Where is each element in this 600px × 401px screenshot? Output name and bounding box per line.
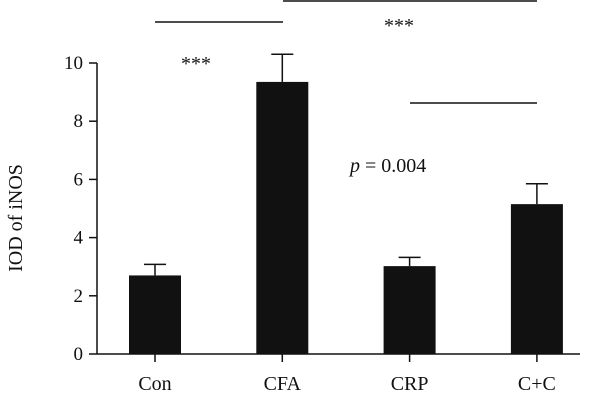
bars [129,53,563,354]
p-value-text: = 0.004 [360,155,426,177]
y-axis-label: IOD of iNOS [5,164,27,272]
bar-c-c [510,204,563,354]
bar-cfa [256,81,309,354]
x-tick-label-crp: CRP [391,373,429,395]
y-tick-label-10: 10 [64,53,83,74]
y-tick-label-0: 0 [74,344,84,365]
y-axis-ticks: 0 2 4 6 8 10 [64,53,97,365]
y-tick-label-2: 2 [74,286,84,307]
p-value-annotation: p = 0.004 [348,155,426,177]
x-tick-label-cfa: CFA [264,373,302,395]
sig-stars-cfa-cc: *** [384,15,414,37]
sig-stars-con-cfa: *** [181,53,211,75]
p-symbol: p [348,155,360,177]
y-tick-label-8: 8 [74,111,84,132]
y-tick-label-4: 4 [74,228,84,249]
x-tick-label-con: Con [138,373,171,395]
bar-crp [383,266,436,354]
x-axis-tick-labels: Con CFA CRP C+C [138,354,556,395]
x-tick-label-c-c: C+C [518,373,556,395]
bar-con [129,275,181,354]
y-tick-label-6: 6 [74,169,84,190]
